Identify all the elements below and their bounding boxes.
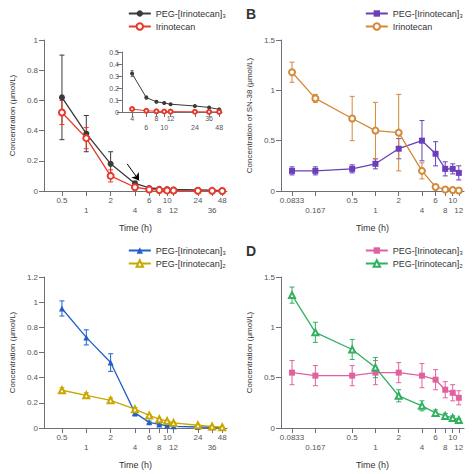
svg-text:0: 0: [271, 187, 276, 196]
svg-text:48: 48: [215, 124, 223, 131]
svg-text:0: 0: [34, 424, 39, 433]
svg-text:24: 24: [193, 196, 202, 205]
svg-text:12: 12: [454, 206, 463, 215]
svg-text:0.167: 0.167: [305, 443, 326, 452]
svg-text:0: 0: [271, 424, 276, 433]
svg-text:10: 10: [160, 124, 168, 131]
svg-text:0.167: 0.167: [305, 206, 326, 215]
svg-text:Concentration of SN-38 (μmol/L: Concentration of SN-38 (μmol/L): [245, 58, 254, 174]
svg-text:0.5: 0.5: [109, 49, 119, 56]
svg-text:0: 0: [34, 187, 39, 196]
svg-text:4: 4: [133, 443, 138, 452]
svg-text:4: 4: [420, 206, 425, 215]
svg-text:2: 2: [108, 196, 113, 205]
svg-text:0.5: 0.5: [264, 373, 276, 382]
svg-text:1: 1: [84, 443, 89, 452]
svg-text:0.4: 0.4: [109, 61, 119, 68]
svg-text:24: 24: [191, 124, 199, 131]
svg-text:0.5: 0.5: [56, 433, 68, 442]
svg-text:0.4: 0.4: [27, 126, 39, 135]
svg-text:PEG-[Irinotecan]₂: PEG-[Irinotecan]₂: [393, 259, 464, 269]
svg-text:4: 4: [130, 115, 134, 122]
svg-text:6: 6: [147, 196, 152, 205]
svg-text:1: 1: [271, 323, 276, 332]
svg-text:0.3: 0.3: [109, 73, 119, 80]
svg-text:10: 10: [163, 196, 172, 205]
svg-text:12: 12: [454, 443, 463, 452]
svg-text:10: 10: [448, 196, 457, 205]
svg-text:6: 6: [144, 124, 148, 131]
svg-text:36: 36: [208, 206, 217, 215]
svg-text:0.0833: 0.0833: [280, 196, 305, 205]
svg-text:0.5: 0.5: [347, 196, 359, 205]
svg-text:Concentration (μmol/L): Concentration (μmol/L): [8, 311, 17, 393]
svg-text:8: 8: [157, 443, 162, 452]
svg-text:1: 1: [84, 206, 89, 215]
svg-text:PEG-[Irinotecan]₃: PEG-[Irinotecan]₃: [156, 9, 227, 19]
svg-text:2: 2: [108, 433, 113, 442]
svg-text:D: D: [246, 243, 256, 259]
svg-text:6: 6: [433, 196, 438, 205]
svg-text:0.1: 0.1: [109, 97, 119, 104]
svg-text:4: 4: [420, 443, 425, 452]
svg-text:0.4: 0.4: [27, 373, 39, 382]
svg-text:0.2: 0.2: [27, 398, 39, 407]
svg-text:PEG-[Irinotecan]₃: PEG-[Irinotecan]₃: [156, 246, 227, 256]
svg-text:0.5: 0.5: [347, 433, 359, 442]
svg-text:PEG-[Irinotecan]₃: PEG-[Irinotecan]₃: [393, 9, 464, 19]
svg-text:Concentration (μmol/L): Concentration (μmol/L): [245, 311, 254, 393]
svg-text:Irinotecan: Irinotecan: [156, 22, 196, 32]
svg-text:6: 6: [147, 433, 152, 442]
svg-text:8: 8: [157, 206, 162, 215]
svg-text:0.5: 0.5: [264, 136, 276, 145]
svg-text:0.8: 0.8: [27, 66, 39, 75]
svg-text:10: 10: [448, 433, 457, 442]
svg-text:8: 8: [443, 206, 448, 215]
svg-text:48: 48: [218, 433, 227, 442]
svg-text:1: 1: [34, 298, 39, 307]
svg-text:36: 36: [208, 443, 217, 452]
svg-text:Concentration (μmol/L): Concentration (μmol/L): [8, 74, 17, 156]
svg-text:0.2: 0.2: [27, 156, 39, 165]
svg-text:Irinotecan: Irinotecan: [393, 22, 433, 32]
svg-text:12: 12: [167, 115, 175, 122]
svg-text:0: 0: [115, 109, 119, 116]
svg-text:1: 1: [373, 206, 378, 215]
svg-text:Time (h): Time (h): [119, 460, 152, 470]
svg-text:Time (h): Time (h): [119, 223, 152, 233]
svg-text:0.8: 0.8: [27, 323, 39, 332]
svg-text:0.6: 0.6: [27, 96, 39, 105]
svg-text:8: 8: [443, 443, 448, 452]
svg-text:PEG-[Irinotecan]₃: PEG-[Irinotecan]₃: [393, 246, 464, 256]
svg-text:1: 1: [34, 36, 39, 45]
svg-text:1.5: 1.5: [264, 273, 276, 282]
svg-text:6: 6: [433, 433, 438, 442]
svg-text:Time (h): Time (h): [356, 460, 389, 470]
svg-text:1: 1: [271, 86, 276, 95]
svg-text:0.5: 0.5: [56, 196, 68, 205]
svg-text:36: 36: [205, 115, 213, 122]
svg-text:PEG-[Irinotecan]₂: PEG-[Irinotecan]₂: [156, 259, 227, 269]
svg-text:10: 10: [163, 433, 172, 442]
svg-text:48: 48: [218, 196, 227, 205]
svg-text:0.0833: 0.0833: [280, 433, 305, 442]
svg-text:2: 2: [396, 196, 401, 205]
svg-text:4: 4: [133, 206, 138, 215]
svg-text:8: 8: [154, 115, 158, 122]
svg-text:1: 1: [373, 443, 378, 452]
svg-text:0.6: 0.6: [27, 348, 39, 357]
svg-text:2: 2: [396, 433, 401, 442]
svg-text:12: 12: [169, 443, 178, 452]
svg-text:12: 12: [169, 206, 178, 215]
svg-text:B: B: [246, 6, 256, 22]
svg-text:1.2: 1.2: [27, 273, 39, 282]
svg-text:24: 24: [193, 433, 202, 442]
svg-text:1.5: 1.5: [264, 36, 276, 45]
svg-text:Time (h): Time (h): [356, 223, 389, 233]
svg-text:0.2: 0.2: [109, 85, 119, 92]
